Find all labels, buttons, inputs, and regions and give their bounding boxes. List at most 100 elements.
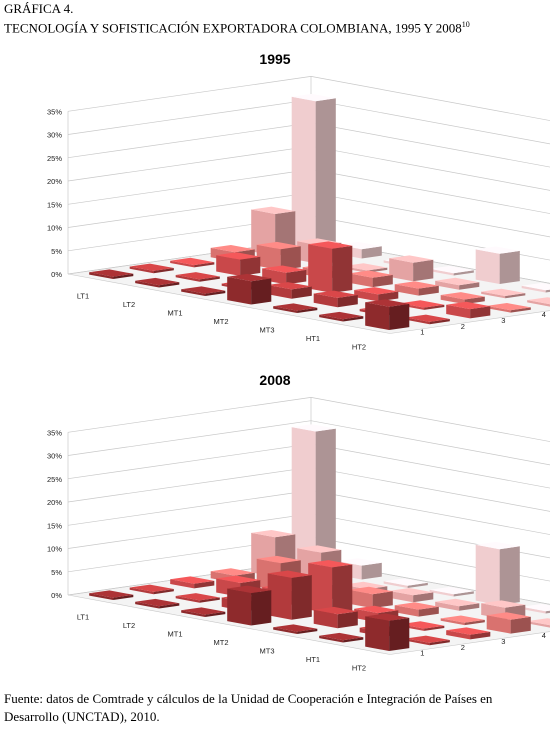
bar-LT2-row-1 [135,598,180,609]
chart-2008: 2008 0% 5% 10% 15% 20% 25% 30% 35% LT1 LT2 MT1 MT2 MT… [0,363,550,693]
y-tick-label: 35% [47,428,62,437]
bar-HT1-row-5 [481,288,526,299]
bar-LT1-row-3 [170,257,215,268]
y-tick-label: 35% [47,107,62,116]
bar-MT3-row-5 [435,598,480,611]
x-tick-label: HT1 [306,655,320,664]
bar-MT2-row-4 [348,270,393,288]
figure-heading: GRÁFICA 4. TECNOLOGÍA Y SOFISTICACIÓN EX… [4,1,470,36]
bar-MT3-row-3 [354,287,399,302]
bar-LT1-row-1 [89,590,134,600]
bars [89,93,550,330]
x-tick-label: LT2 [123,621,135,630]
bar-HT2-row-3 [446,627,491,640]
bar-MT2-row-3 [308,560,353,614]
bar-LT1-row-6 [291,424,336,571]
bar-MT1-row-6 [383,578,428,588]
bar-LT1-row-6 [291,93,336,250]
bar-MT2-row-2 [267,282,312,299]
x-tick-label: HT2 [352,342,366,351]
y-tick-label: 25% [47,154,62,163]
bar-HT2-row-4 [486,303,531,313]
depth-tick-label: 2 [461,322,465,331]
x-tick-label: MT1 [168,629,183,638]
bar-MT2-row-6 [429,586,474,597]
chart-svg: 1995 0% 5% 10% 15% 20% 25% 30% 35% LT1 LT2 MT1 MT2 MT… [47,51,550,351]
y-tick-label: 15% [47,521,62,530]
bar-MT2-row-2 [267,570,312,620]
x-axis: LT1 LT2 MT1 MT2 MT3 HT1 HT2 [77,291,366,351]
y-tick-label: 20% [47,498,62,507]
depth-tick-label: 3 [501,637,505,646]
y-tick-label: 10% [47,224,62,233]
source-note: Fuente: datos de Comtrade y cálculos de … [4,691,493,724]
bar-HT1-row-1 [319,311,364,322]
bar-LT2-row-4 [256,241,301,271]
bar-LT2-row-2 [175,272,220,282]
depth-tick-label: 4 [542,631,546,640]
y-axis: 0% 5% 10% 15% 20% 25% 30% 35% [47,107,62,279]
bar-MT2-row-4 [348,586,393,609]
x-tick-label: HT2 [352,663,366,672]
bar-MT2-row-1 [227,273,272,305]
y-tick-label: 5% [51,568,62,577]
bar-LT1-row-1 [89,269,134,279]
bar-MT2-row-5 [389,588,434,603]
bar-LT2-row-2 [175,593,220,603]
chart-1995: 1995 0% 5% 10% 15% 20% 25% 30% 35% LT1 LT2 MT1 MT2 MT… [0,42,550,372]
y-tick-label: 20% [47,177,62,186]
y-tick-label: 10% [47,545,62,554]
y-tick-label: 0% [51,270,62,279]
depth-tick-label: 3 [501,316,505,325]
bar-HT1-row-4 [440,615,485,626]
gridline [67,76,550,121]
bar-LT2-row-1 [135,277,180,288]
bar-MT3-row-2 [313,290,358,308]
y-axis: 0% 5% 10% 15% 20% 25% 30% 35% [47,428,62,600]
bar-LT1-row-2 [129,584,174,595]
depth-tick-label: 1 [420,328,424,337]
bar-LT1-row-2 [129,263,174,274]
y-tick-label: 25% [47,475,62,484]
y-tick-label: 5% [51,247,62,256]
figure-title-text: TECNOLOGÍA Y SOFISTICACIÓN EXPORTADORA C… [4,20,462,36]
bar-MT2-row-1 [227,585,272,626]
x-tick-label: MT3 [260,325,275,334]
bar-HT2-row-5 [527,297,550,307]
bar-HT1-row-4 [440,292,485,305]
x-tick-label: LT2 [123,300,135,309]
bar-MT2-row-6 [429,265,474,276]
bar-HT2-row-4 [486,612,531,634]
bar-MT2-row-5 [389,255,434,282]
depth-tick-label: 2 [461,643,465,652]
depth-tick-label: 4 [542,310,546,319]
y-tick-label: 15% [47,200,62,209]
footnote-marker: 10 [461,20,470,29]
x-tick-label: LT1 [77,612,89,621]
bar-HT2-row-2 [405,314,450,325]
bar-HT2-row-1 [365,299,410,330]
bar-MT1-row-1 [181,286,226,296]
chart-title: 2008 [259,372,290,388]
bar-HT2-row-3 [446,301,491,319]
bars [89,424,550,651]
bar-LT1-row-3 [170,576,215,589]
bar-MT3-row-6 [475,541,520,605]
bar-MT3-row-6 [475,246,520,284]
bar-HT2-row-1 [365,613,410,651]
depth-axis: 123456 [420,310,546,337]
x-tick-label: MT1 [168,308,183,317]
x-tick-label: LT1 [77,291,89,300]
gridline [67,397,550,442]
bar-LT2-row-3 [216,252,261,276]
bar-HT1-row-6 [521,282,550,293]
depth-tick-label: 1 [420,649,424,658]
y-tick-label: 0% [51,591,62,600]
depth-axis: 123456 [420,631,546,658]
bar-MT3-row-4 [394,281,439,296]
bar-MT3-row-1 [273,624,318,634]
x-axis: LT1 LT2 MT1 MT2 MT3 HT1 HT2 [77,612,366,672]
x-tick-label: MT3 [260,646,275,655]
bar-MT1-row-1 [181,607,226,617]
bar-HT1-row-6 [521,603,550,614]
